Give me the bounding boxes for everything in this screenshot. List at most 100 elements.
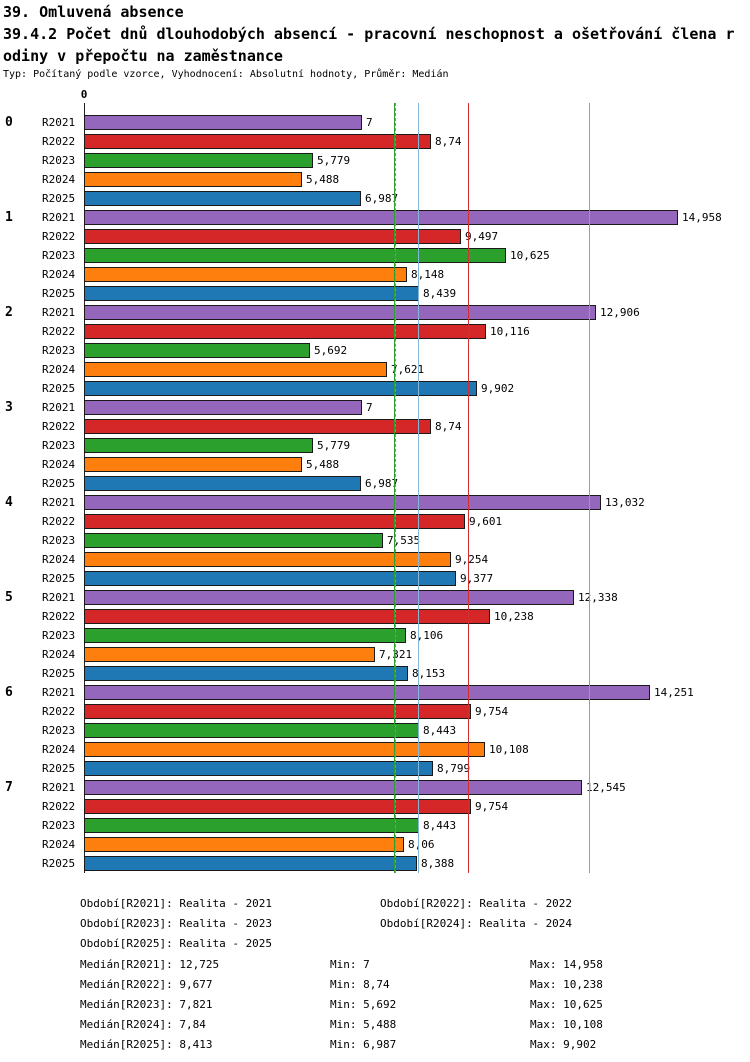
legend-median: Medián[R2023]: 7,821 — [80, 998, 213, 1011]
bar — [84, 134, 431, 149]
series-label: R2024 — [42, 268, 76, 281]
median-line-r2021 — [589, 103, 590, 873]
bar — [84, 761, 433, 776]
bar-value-label: 5,779 — [317, 154, 351, 167]
legend-median: Medián[R2025]: 8,413 — [80, 1038, 213, 1051]
series-label: R2025 — [42, 287, 76, 300]
legend-max: Max: 14,958 — [530, 958, 603, 971]
bar — [84, 381, 477, 396]
series-label: R2021 — [42, 401, 76, 414]
bar-value-label: 8,439 — [423, 287, 457, 300]
bar-value-label: 7,621 — [391, 363, 425, 376]
group-label: 4 — [5, 495, 13, 510]
series-label: R2022 — [42, 515, 76, 528]
series-label: R2022 — [42, 325, 76, 338]
group-label: 6 — [5, 685, 13, 700]
series-label: R2021 — [42, 686, 76, 699]
series-label: R2025 — [42, 667, 76, 680]
bar-value-label: 8,148 — [411, 268, 445, 281]
series-label: R2021 — [42, 306, 76, 319]
bar — [84, 837, 404, 852]
bar-value-label: 9,601 — [469, 515, 503, 528]
bar-value-label: 9,377 — [460, 572, 494, 585]
series-label: R2023 — [42, 154, 76, 167]
bar — [84, 742, 485, 757]
bar-value-label: 8,06 — [408, 838, 435, 851]
bar-value-label: 5,692 — [314, 344, 348, 357]
legend-period: Období[R2022]: Realita - 2022 — [380, 897, 573, 910]
bar — [84, 267, 407, 282]
series-label: R2022 — [42, 610, 76, 623]
series-label: R2023 — [42, 439, 76, 452]
bar-value-label: 9,254 — [455, 553, 489, 566]
series-label: R2025 — [42, 192, 76, 205]
group-label: 3 — [5, 400, 13, 415]
series-label: R2023 — [42, 819, 76, 832]
bar-value-label: 8,106 — [410, 629, 444, 642]
bar — [84, 628, 406, 643]
bar — [84, 248, 506, 263]
bar — [84, 210, 678, 225]
bar-value-label: 8,799 — [437, 762, 471, 775]
bar-value-label: 12,906 — [600, 306, 640, 319]
legend-min: Min: 5,692 — [330, 998, 397, 1011]
bar-chart: 0 0 R2021 7 R2022 8,74 R2023 5,779 R2024 5,488 R2… — [5, 88, 722, 873]
bar-value-label: 7,535 — [387, 534, 421, 547]
bar — [84, 799, 471, 814]
chart-title-line-2: odiny v přepočtu na zaměstnance — [3, 47, 283, 65]
series-label: R2024 — [42, 838, 76, 851]
bar-value-label: 8,153 — [412, 667, 446, 680]
bar-value-label: 8,388 — [421, 857, 455, 870]
series-label: R2023 — [42, 724, 76, 737]
bar — [84, 647, 375, 662]
bar — [84, 571, 456, 586]
bar — [84, 229, 461, 244]
series-label: R2021 — [42, 496, 76, 509]
bar — [84, 533, 383, 548]
legend-period: Období[R2023]: Realita - 2023 — [80, 917, 273, 930]
bar-value-label: 9,902 — [481, 382, 515, 395]
bar — [84, 514, 465, 529]
bar-value-label: 10,116 — [490, 325, 530, 338]
chart-subtitle: Typ: Počítaný podle vzorce, Vyhodnocení:… — [3, 69, 449, 80]
chart-title-line-1: 39.4.2 Počet dnů dlouhodobých absencí - … — [3, 25, 735, 43]
legend-min: Min: 6,987 — [330, 1038, 397, 1051]
bar — [84, 400, 362, 415]
bar — [84, 191, 361, 206]
group-label: 0 — [5, 115, 13, 130]
bar — [84, 438, 313, 453]
bar — [84, 590, 574, 605]
legend-period: Období[R2024]: Realita - 2024 — [380, 917, 573, 930]
legend-min: Min: 8,74 — [330, 978, 390, 991]
series-label: R2021 — [42, 781, 76, 794]
bar-value-label: 8,443 — [423, 819, 457, 832]
bar — [84, 495, 601, 510]
bar-value-label: 14,958 — [682, 211, 722, 224]
series-label: R2023 — [42, 249, 76, 262]
bar-value-label: 5,488 — [306, 458, 340, 471]
bar-value-label: 10,108 — [489, 743, 529, 756]
series-label: R2021 — [42, 116, 76, 129]
bar-value-label: 10,625 — [510, 249, 550, 262]
series-label: R2022 — [42, 705, 76, 718]
median-line-r2023 — [394, 103, 395, 873]
bar-value-label: 5,779 — [317, 439, 351, 452]
bar-value-label: 7 — [366, 116, 373, 129]
bar — [84, 419, 431, 434]
series-label: R2022 — [42, 230, 76, 243]
bar — [84, 115, 362, 130]
bar-value-label: 14,251 — [654, 686, 694, 699]
bar — [84, 856, 417, 871]
bar — [84, 685, 650, 700]
bar — [84, 362, 387, 377]
series-label: R2021 — [42, 591, 76, 604]
series-label: R2024 — [42, 743, 76, 756]
legend-min: Min: 5,488 — [330, 1018, 397, 1031]
legend-period: Období[R2021]: Realita - 2021 — [80, 897, 273, 910]
bar — [84, 818, 419, 833]
bar — [84, 552, 451, 567]
bar — [84, 609, 490, 624]
bar-value-label: 8,74 — [435, 135, 462, 148]
median-line-r2025 — [418, 103, 419, 873]
bar — [84, 666, 408, 681]
